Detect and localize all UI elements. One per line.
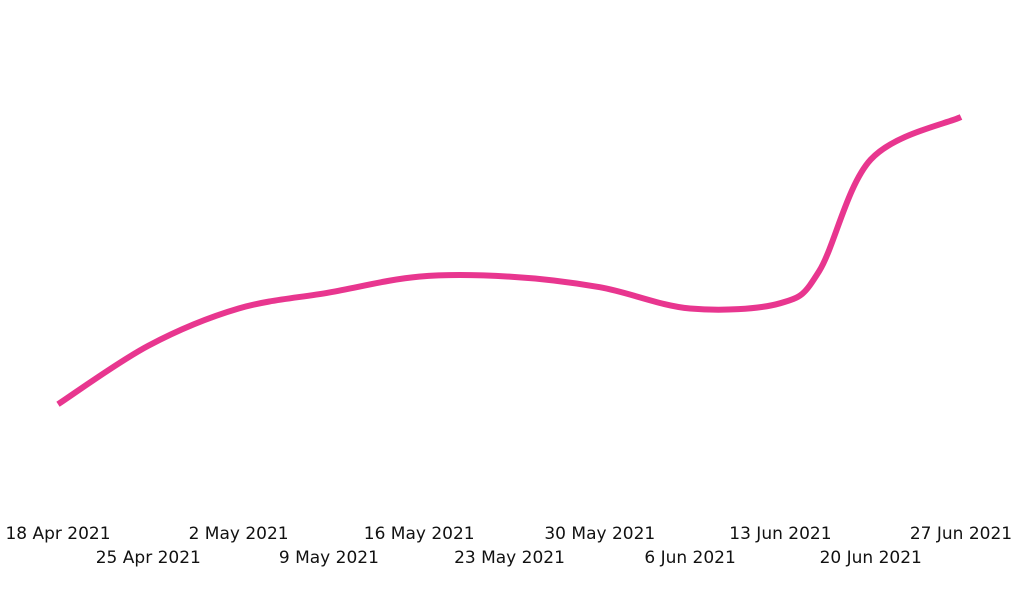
x-tick-label: 30 May 2021 [544, 524, 655, 544]
x-tick-label: 6 Jun 2021 [644, 548, 735, 568]
x-tick-label: 13 Jun 2021 [729, 524, 831, 544]
x-tick-label: 16 May 2021 [364, 524, 475, 544]
series-layer [56, 114, 963, 407]
x-axis: 18 Apr 2021 25 Apr 2021 2 May 2021 9 May 20… [5, 524, 1012, 568]
x-tick-label: 27 Jun 2021 [910, 524, 1012, 544]
x-tick-label: 25 Apr 2021 [96, 548, 201, 568]
x-tick-label: 23 May 2021 [454, 548, 565, 568]
x-tick-label: 20 Jun 2021 [820, 548, 922, 568]
x-tick-label: 9 May 2021 [279, 548, 379, 568]
x-tick-label: 2 May 2021 [189, 524, 289, 544]
series-line [56, 114, 963, 407]
x-tick-label: 18 Apr 2021 [5, 524, 110, 544]
